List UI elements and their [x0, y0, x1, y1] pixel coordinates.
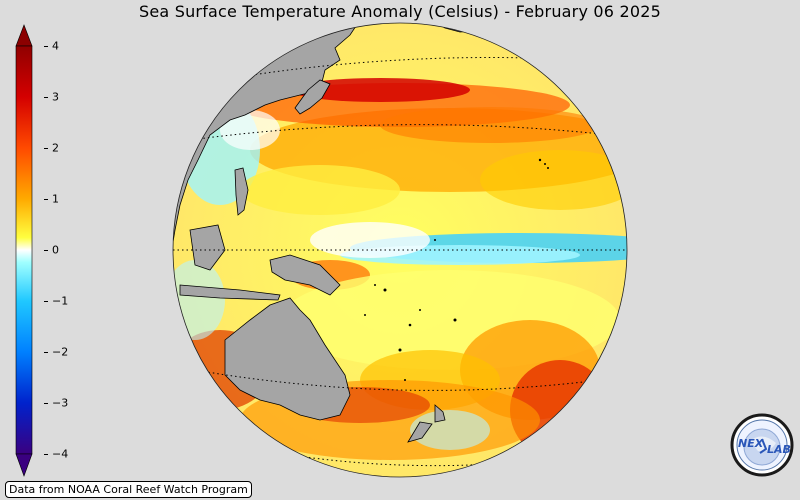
colorbar-tick-label: −2 [52, 345, 69, 359]
colorbar-bottom-arrow [15, 453, 33, 477]
colorbar-tick-mark [44, 199, 48, 200]
colorbar-tick-mark [44, 250, 48, 251]
colorbar-tick-mark [44, 454, 48, 455]
borneo-landmass [189, 224, 226, 271]
colorbar-tick-mark [44, 301, 48, 302]
colorbar-tick-label: −1 [52, 294, 69, 308]
colorbar-graphic [15, 24, 33, 477]
colorbar-tick-label: 4 [52, 39, 59, 53]
colorbar-tick-mark [44, 352, 48, 353]
colorbar-top-arrow [15, 24, 33, 47]
svg-text:NEX: NEX [738, 437, 764, 450]
nexlab-logo-icon: NEX LAB [730, 413, 794, 477]
colorbar-tick-label: 0 [52, 243, 59, 257]
globe-outline [172, 22, 628, 478]
philippines-landmass [234, 167, 249, 216]
colorbar-tick-label: 2 [52, 141, 59, 155]
colorbar-tick-mark [44, 403, 48, 404]
java-landmass [179, 284, 281, 301]
new-zealand-south [407, 421, 433, 443]
colorbar-tick-mark [44, 46, 48, 47]
data-credit: Data from NOAA Coral Reef Watch Program [5, 481, 252, 498]
colorbar-tick-mark [44, 148, 48, 149]
new-zealand-north [434, 404, 446, 423]
colorbar-scale [15, 45, 33, 455]
colorbar-tick-label: 3 [52, 90, 59, 104]
colorbar: 4 3 2 1 0 −1 −2 −3 −4 [12, 22, 68, 480]
globe-map [172, 22, 628, 478]
australia-landmass [224, 297, 351, 421]
colorbar-tick-label: 1 [52, 192, 59, 206]
japan-landmass [294, 79, 331, 115]
colorbar-tick-label: −3 [52, 396, 69, 410]
svg-text:LAB: LAB [767, 443, 791, 456]
pacific-islands [364, 158, 549, 381]
new-guinea-landmass [269, 254, 341, 296]
colorbar-tick-mark [44, 97, 48, 98]
map-title: Sea Surface Temperature Anomaly (Celsius… [139, 2, 661, 21]
colorbar-tick-label: −4 [52, 447, 69, 461]
